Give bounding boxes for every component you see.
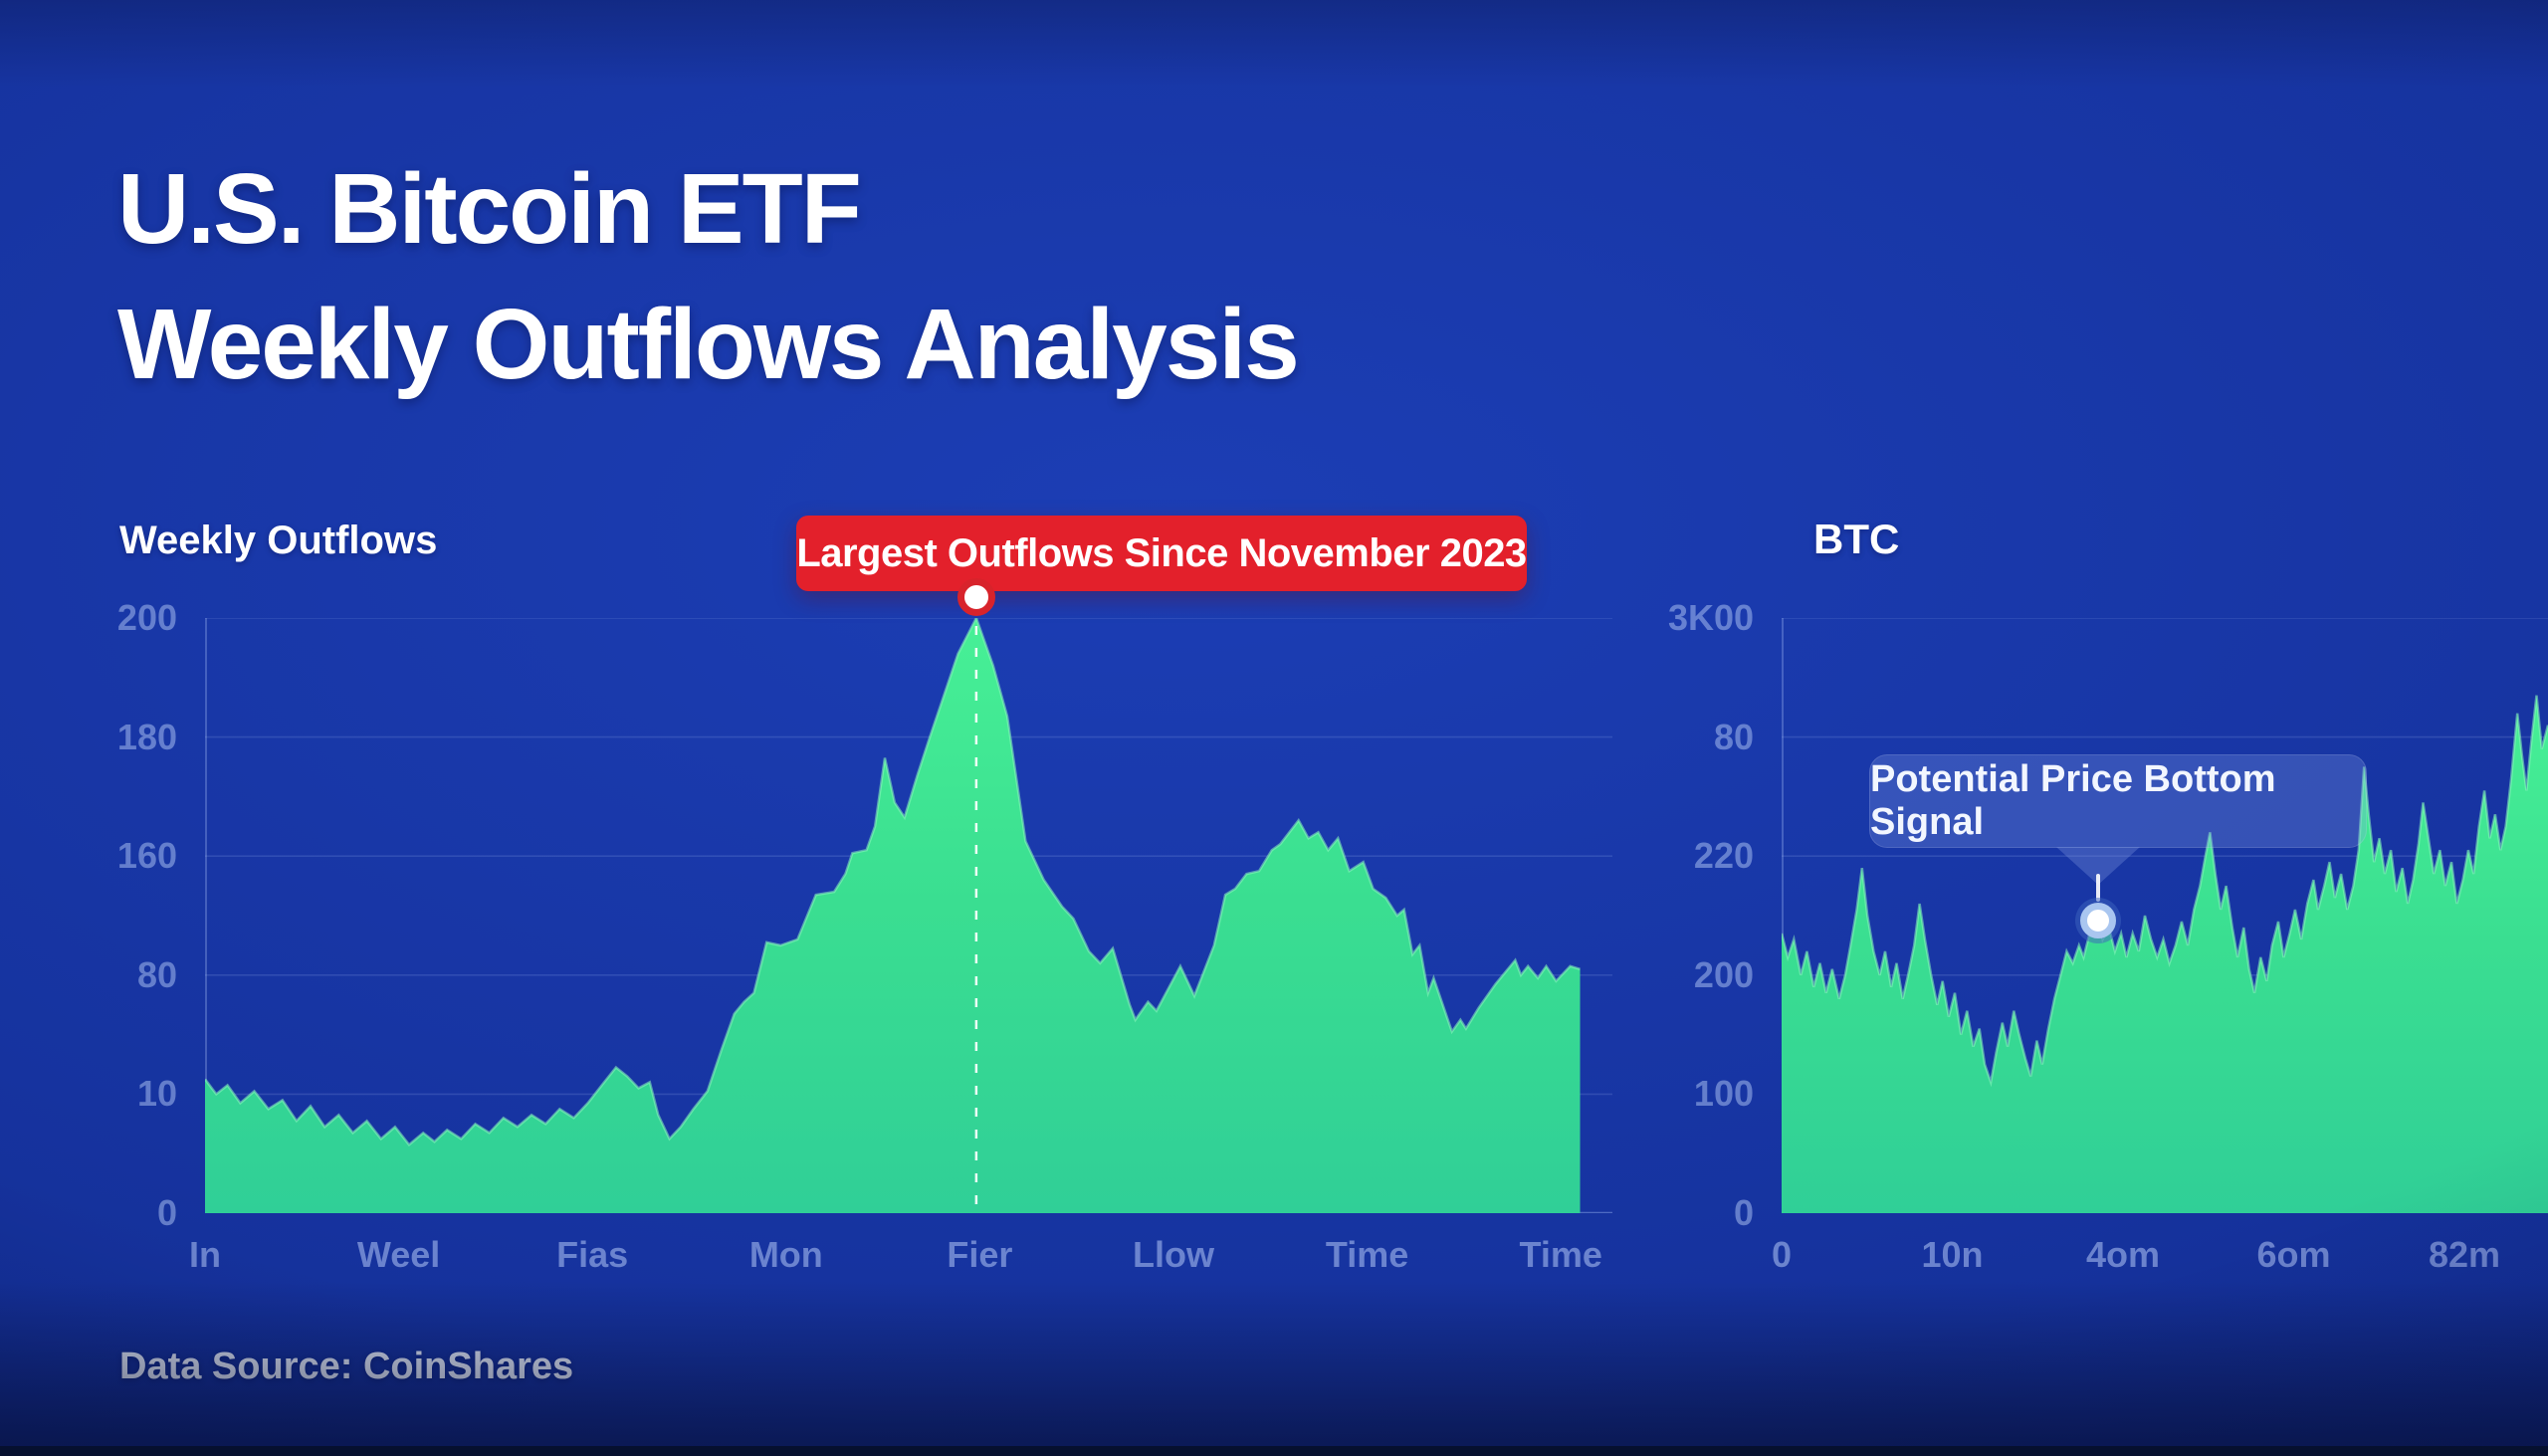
btc-x-tick-label: 82m: [2428, 1234, 2501, 1275]
outflows-x-tick-label: Time: [1325, 1234, 1409, 1275]
price-bottom-tooltip-label: Potential Price Bottom Signal: [1870, 758, 2276, 843]
btc-y-tick-label: 80: [1713, 716, 1754, 757]
outflows-x-tick-label: Fias: [556, 1234, 629, 1275]
btc-y-tick-label: 200: [1693, 953, 1754, 995]
outflows-x-tick-label: Weel: [356, 1234, 441, 1275]
page-title-line2: Weekly Outflows Analysis: [117, 289, 1300, 400]
btc-y-tick-label: 220: [1693, 835, 1754, 877]
right-chart-title: BTC: [1813, 516, 1900, 562]
btc-x-tick-label: 6om: [2256, 1234, 2331, 1275]
outflows-y-tick-label: 0: [156, 1192, 177, 1233]
bottom-edge-bar: [0, 1446, 2548, 1456]
outflows-y-tick-label: 10: [136, 1073, 177, 1115]
outflows-x-tick-label: Fier: [947, 1234, 1013, 1275]
outflows-y-tick-label: 200: [116, 597, 177, 638]
weekly-outflows-area-chart: [205, 618, 1612, 1213]
btc-price-area-chart: [1782, 618, 2548, 1213]
outflows-y-tick-label: 80: [136, 953, 177, 995]
outflows-x-tick-label: In: [189, 1234, 221, 1275]
largest-outflows-callout: Largest Outflows Since November 2023: [796, 516, 1527, 591]
outflows-x-tick-label: Llow: [1133, 1234, 1214, 1275]
btc-y-tick-label: 0: [1733, 1192, 1754, 1233]
tooltip-connector-line: [2096, 874, 2100, 902]
btc-y-tick-label: 100: [1693, 1073, 1754, 1115]
outflows-y-tick-label: 180: [116, 716, 177, 757]
data-source-credit: Data Source: CoinShares: [119, 1346, 574, 1387]
price-bottom-data-point-marker: [2080, 903, 2116, 938]
largest-outflows-callout-label: Largest Outflows Since November 2023: [796, 530, 1527, 575]
outflows-x-tick-label: Mon: [748, 1234, 823, 1275]
left-chart-title: Weekly Outflows: [119, 519, 438, 562]
outflows-y-tick-label: 160: [116, 835, 177, 877]
page-title: U.S. Bitcoin ETF Weekly Outflows Analysi…: [117, 141, 1300, 412]
price-bottom-tooltip: Potential Price Bottom Signal: [1869, 754, 2367, 848]
outflows-x-tick-label: Time: [1519, 1234, 1602, 1275]
peak-data-point-marker: [957, 578, 995, 616]
btc-y-tick-label: 3K00: [1667, 597, 1754, 638]
page-title-line1: U.S. Bitcoin ETF: [117, 153, 862, 265]
btc-x-tick-label: 10n: [1921, 1234, 1984, 1275]
btc-x-tick-label: 0: [1771, 1234, 1793, 1275]
btc-x-tick-label: 4om: [2085, 1234, 2161, 1275]
